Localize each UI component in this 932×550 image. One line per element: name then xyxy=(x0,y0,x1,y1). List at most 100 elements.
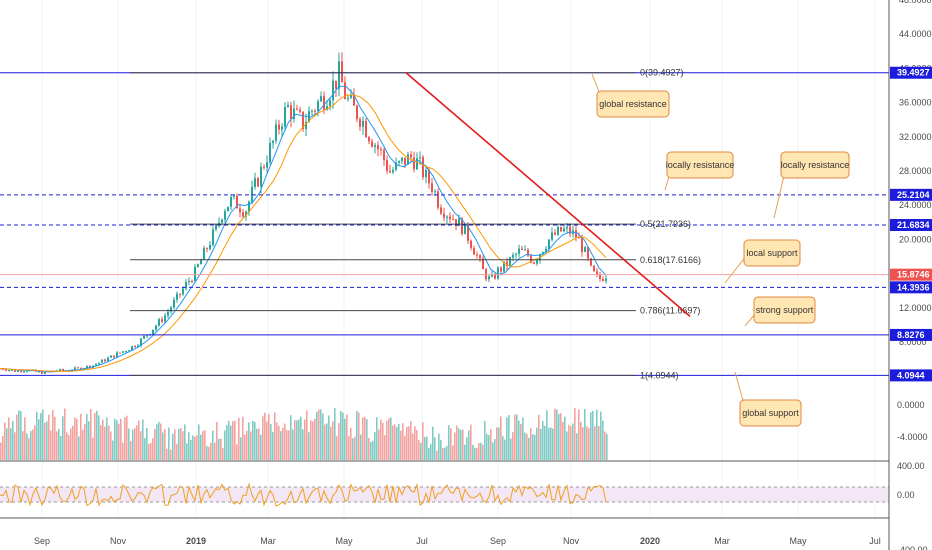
volume-bar xyxy=(462,429,464,460)
volume-bar xyxy=(382,422,384,460)
volume-bar xyxy=(320,409,322,460)
candle-body xyxy=(323,96,325,110)
volume-bar xyxy=(504,439,506,460)
candle-body xyxy=(5,369,7,371)
volume-bar xyxy=(396,426,398,460)
volume-bar xyxy=(18,410,20,460)
volume-bar xyxy=(592,410,594,460)
candle-body xyxy=(548,239,550,249)
candle-body xyxy=(104,359,106,362)
volume-bar xyxy=(82,429,84,460)
volume-bar xyxy=(388,418,390,460)
candle-body xyxy=(110,355,112,358)
candle-body xyxy=(386,160,388,171)
volume-bar xyxy=(184,424,186,460)
volume-bar xyxy=(56,431,58,460)
candle-body xyxy=(242,212,244,217)
candle-body xyxy=(470,240,472,249)
volume-bar xyxy=(292,429,294,460)
volume-bar xyxy=(352,438,354,460)
volume-bar xyxy=(402,423,404,460)
candle-body xyxy=(317,101,319,111)
volume-bar xyxy=(340,411,342,460)
volume-bar xyxy=(518,420,520,460)
volume-bar xyxy=(360,434,362,460)
candle-body xyxy=(314,110,316,112)
volume-bar xyxy=(122,442,124,460)
volume-bar xyxy=(14,432,16,460)
candle-body xyxy=(209,244,211,249)
volume-bar xyxy=(306,410,308,460)
candle-body xyxy=(296,108,298,110)
candle-body xyxy=(569,226,571,234)
candle-body xyxy=(119,352,121,354)
volume-bar xyxy=(522,417,524,460)
volume-bar xyxy=(576,433,578,460)
volume-bar xyxy=(86,413,88,460)
candle-body xyxy=(20,370,22,372)
volume-bar xyxy=(496,427,498,460)
volume-bar xyxy=(126,415,128,460)
candle-body xyxy=(581,237,583,252)
volume-bar xyxy=(112,440,114,460)
volume-bar xyxy=(586,426,588,460)
candle-body xyxy=(173,299,175,308)
candle-body xyxy=(233,195,235,197)
candle-body xyxy=(398,161,400,163)
volume-bar xyxy=(216,421,218,460)
candle-body xyxy=(191,280,193,282)
candle-body xyxy=(596,271,598,275)
volume-bar xyxy=(246,430,248,460)
volume-bar xyxy=(8,417,10,460)
volume-bar xyxy=(570,426,572,460)
price-tag-label: 14.3936 xyxy=(897,282,930,292)
annotation-text: strong support xyxy=(756,305,814,315)
volume-bar xyxy=(240,437,242,460)
volume-bar xyxy=(546,410,548,460)
candle-body xyxy=(221,219,223,223)
volume-bar xyxy=(328,415,330,460)
candle-body xyxy=(479,255,481,259)
candle-body xyxy=(146,335,148,337)
volume-bar xyxy=(114,418,116,460)
volume-bar xyxy=(104,426,106,460)
volume-bar xyxy=(92,437,94,460)
volume-bar xyxy=(102,419,104,460)
volume-bar xyxy=(182,431,184,460)
volume-bar xyxy=(480,442,482,460)
volume-bar xyxy=(226,424,228,460)
volume-bar xyxy=(400,430,402,460)
volume-bar xyxy=(430,443,432,460)
volume-bar xyxy=(550,427,552,460)
candle-body xyxy=(566,226,568,229)
volume-bar xyxy=(318,409,320,460)
candle-body xyxy=(251,186,253,202)
volume-bar xyxy=(24,417,26,460)
volume-bar xyxy=(424,436,426,460)
candle-body xyxy=(287,105,289,108)
candle-body xyxy=(188,280,190,283)
candle-body xyxy=(302,111,304,130)
price-tag-label: 8.8276 xyxy=(897,330,925,340)
volume-bar xyxy=(94,412,96,460)
volume-bar xyxy=(132,429,134,460)
candle-body xyxy=(236,195,238,209)
annotation-text: global support xyxy=(742,408,799,418)
volume-bar xyxy=(372,440,374,460)
candle-body xyxy=(491,274,493,277)
volume-bar xyxy=(284,423,286,460)
candle-body xyxy=(182,288,184,295)
volume-tick-label: 0.0000 xyxy=(897,400,925,410)
candle-body xyxy=(419,157,421,159)
candle-body xyxy=(44,371,46,374)
price-tag xyxy=(890,66,932,79)
volume-bar xyxy=(444,447,446,460)
volume-bar xyxy=(420,442,422,460)
rsi-tick-label: 0.00 xyxy=(897,490,915,500)
volume-bar xyxy=(410,421,412,460)
rsi-band xyxy=(0,487,889,502)
volume-bar xyxy=(4,422,6,460)
candle-body xyxy=(383,149,385,161)
volume-bar xyxy=(136,425,138,460)
